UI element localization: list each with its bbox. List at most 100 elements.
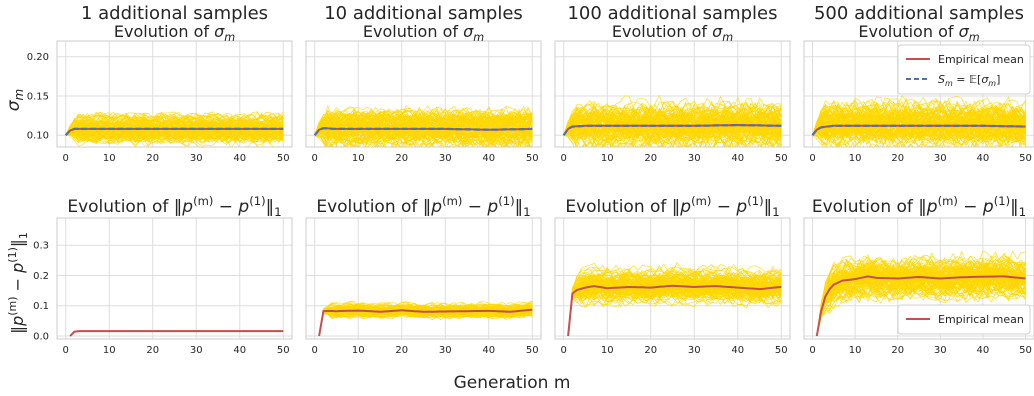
trajectory-line xyxy=(816,289,1026,337)
trajectory-line xyxy=(812,116,1026,136)
panel-title: Evolution of σm xyxy=(858,22,979,44)
x-tick-label: 10 xyxy=(601,153,614,164)
trajectory-line xyxy=(816,254,1026,337)
trajectory-line xyxy=(816,267,1026,337)
x-tick-label: 40 xyxy=(233,153,246,164)
trajectory-line xyxy=(563,124,782,142)
x-tick-label: 50 xyxy=(277,345,290,356)
x-tick-label: 50 xyxy=(1019,153,1032,164)
trajectory-line xyxy=(318,304,533,337)
trajectory-line xyxy=(816,266,1026,337)
trajectory-line xyxy=(567,295,782,337)
x-tick-label: 30 xyxy=(688,153,701,164)
x-tick-label: 40 xyxy=(233,345,246,356)
x-tick-label: 10 xyxy=(352,345,365,356)
panel-title: Evolution of σm xyxy=(612,22,733,44)
x-tick-label: 20 xyxy=(395,345,408,356)
trajectory-line xyxy=(314,134,533,147)
expectation-line xyxy=(64,127,284,136)
panel-title: Evolution of ‖p(m) − p(1)‖1 xyxy=(316,194,530,219)
expectation-line xyxy=(313,127,533,136)
trajectory-line xyxy=(563,121,782,138)
plot-frame xyxy=(554,40,791,148)
trajectory-line xyxy=(314,123,533,138)
trajectory-line xyxy=(816,254,1026,337)
plot-frame xyxy=(56,217,293,340)
x-tick-label: 40 xyxy=(482,345,495,356)
trajectory-line xyxy=(314,104,533,136)
trajectory-line xyxy=(816,280,1026,337)
trajectory-line xyxy=(812,126,1026,144)
trajectory-line xyxy=(812,108,1026,136)
y-tick-label: 0.1 xyxy=(33,301,49,312)
x-tick-label: 40 xyxy=(482,153,495,164)
y-tick-label: 0.0 xyxy=(33,331,49,342)
trajectory-line xyxy=(318,312,533,337)
trajectory-group xyxy=(567,262,782,337)
trajectory-line xyxy=(563,94,782,136)
x-tick-label: 40 xyxy=(731,153,744,164)
x-tick-label: 30 xyxy=(439,153,452,164)
x-tick-label: 30 xyxy=(934,345,947,356)
trajectory-line xyxy=(318,309,533,337)
trajectory-line xyxy=(563,134,782,147)
x-tick-label: 10 xyxy=(849,153,862,164)
trajectory-line xyxy=(567,275,782,337)
panel-title: Evolution of ‖p(m) − p(1)‖1 xyxy=(812,194,1026,219)
trajectory-line xyxy=(816,273,1026,337)
chart-panel-row1-col1: 0 10 20 30 40 50 0.10 0.15 0.20 1 additional samp… xyxy=(4,3,293,164)
x-tick-label: 20 xyxy=(891,345,904,356)
chart-panel-row1-col2: 0 10 20 30 40 50 10 additional samplesEvolutio… xyxy=(305,3,542,164)
trajectory-line xyxy=(314,109,533,136)
x-tick-label: 40 xyxy=(731,345,744,356)
y-tick-label: 0.2 xyxy=(33,271,49,282)
trajectory-line xyxy=(563,117,782,136)
y-tick-label: 0.15 xyxy=(27,91,49,102)
trajectory-line xyxy=(563,128,782,145)
y-tick-label: 0.20 xyxy=(27,52,49,63)
x-tick-label: 20 xyxy=(146,153,159,164)
chart-panel-row2-col1: 0 10 20 30 40 50 0.0 0.1 0.2 0.3 Evolution of ‖p(m… xyxy=(6,194,293,356)
legend: Empirical mean xyxy=(897,304,1031,335)
chart-panel-row1-col4: 0 10 20 30 40 50 500 additional samplesEvoluti… xyxy=(803,3,1034,164)
trajectory-line xyxy=(563,122,782,140)
panel-supertitle: 1 additional samples xyxy=(81,3,268,24)
trajectory-line xyxy=(816,261,1026,337)
x-tick-label: 30 xyxy=(439,345,452,356)
trajectory-line xyxy=(816,275,1026,337)
legend-box xyxy=(897,44,1031,95)
x-tick-label: 10 xyxy=(103,345,116,356)
x-tick-label: 20 xyxy=(644,345,657,356)
trajectory-line xyxy=(65,111,284,136)
chart-panel-row2-col3: 0 10 20 30 40 50 Evolution of ‖p(m) − p(1)‖1 xyxy=(554,194,791,356)
trajectory-line xyxy=(812,97,1026,136)
x-tick-label: 50 xyxy=(277,153,290,164)
trajectory-line xyxy=(567,284,782,337)
panel-supertitle: 10 additional samples xyxy=(324,3,523,24)
plot-frame xyxy=(803,40,1034,148)
trajectory-line xyxy=(812,123,1026,141)
trajectory-line xyxy=(314,129,533,144)
trajectory-line xyxy=(816,260,1026,337)
trajectory-line xyxy=(65,130,284,141)
trajectory-line xyxy=(314,121,533,136)
trajectory-line xyxy=(318,301,533,337)
trajectory-line xyxy=(567,279,782,337)
x-tick-label: 30 xyxy=(190,345,203,356)
trajectory-line xyxy=(563,109,782,136)
trajectory-line xyxy=(563,108,782,136)
x-tick-label: 20 xyxy=(644,153,657,164)
x-tick-label: 0 xyxy=(312,153,318,164)
x-tick-label: 30 xyxy=(190,153,203,164)
panel-title: Evolution of σm xyxy=(114,22,235,44)
trajectory-line xyxy=(812,129,1026,147)
chart-panel-row2-col4: 0 10 20 30 40 50 Evolution of ‖p(m) − p(1)‖1 Em… xyxy=(803,194,1034,356)
trajectory-line xyxy=(816,285,1026,337)
plot-frame xyxy=(803,217,1034,340)
x-tick-label: 10 xyxy=(849,345,862,356)
x-tick-label: 50 xyxy=(775,153,788,164)
trajectory-line xyxy=(314,105,533,136)
trajectory-line xyxy=(65,134,283,147)
trajectory-line xyxy=(812,134,1022,147)
panel-supertitle: 100 additional samples xyxy=(567,3,777,24)
